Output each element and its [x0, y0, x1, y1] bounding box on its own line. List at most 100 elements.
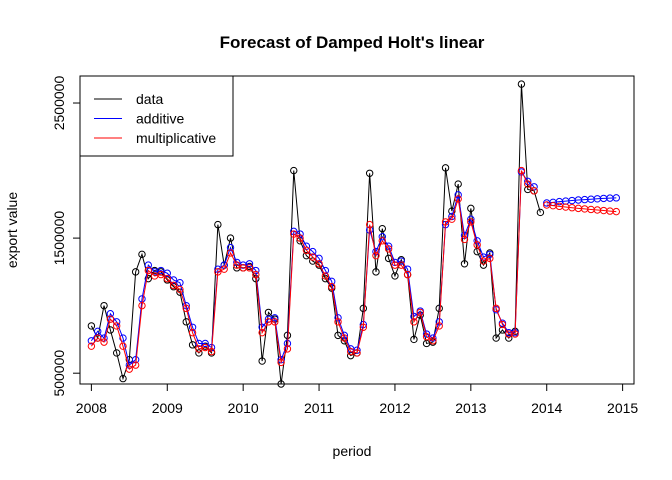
data-point-additive [397, 257, 405, 265]
y-tick-label: 1500000 [51, 211, 67, 266]
data-point-multiplicative [233, 261, 241, 269]
x-axis-label: period [333, 443, 372, 459]
data-point-multiplicative [365, 220, 374, 229]
data-point-multiplicative [410, 318, 418, 326]
data-point-data [448, 207, 456, 215]
data-point-data [144, 274, 153, 283]
data-point-data [258, 357, 266, 365]
x-tick-label: 2009 [152, 400, 183, 416]
data-point-data [112, 349, 121, 357]
data-point-multiplicative [435, 322, 443, 330]
chart-title: Forecast of Damped Holt's linear [220, 33, 485, 52]
data-point-multiplicative [429, 337, 437, 345]
data-point-additive [226, 243, 235, 252]
data-point-multiplicative [100, 338, 108, 346]
data-point-data [100, 301, 108, 310]
data-point-multiplicative [220, 265, 228, 273]
data-point-data [138, 250, 146, 259]
data-point-data [460, 260, 469, 268]
data-point-additive [188, 323, 197, 331]
data-point-multiplicative [372, 251, 380, 260]
data-point-data [441, 164, 450, 172]
data-point-multiplicative [328, 283, 336, 291]
data-point-data [378, 224, 386, 233]
data-point-data [410, 335, 418, 344]
data-point-multiplicative [479, 257, 488, 265]
data-point-multiplicative [302, 246, 311, 254]
data-point-multiplicative [176, 285, 184, 294]
data-point-additive [144, 261, 153, 269]
forecast-point-multiplicative [612, 207, 620, 216]
data-point-multiplicative [359, 323, 368, 331]
data-point-data [517, 80, 526, 88]
data-point-multiplicative [397, 261, 405, 269]
data-point-multiplicative [384, 245, 393, 253]
data-point-multiplicative [486, 254, 494, 263]
data-point-multiplicative [511, 330, 519, 338]
data-point-additive [157, 266, 165, 275]
data-point-data [372, 268, 380, 276]
data-point-data [290, 166, 298, 175]
data-point-multiplicative [416, 308, 424, 317]
series-additive [87, 168, 538, 369]
data-point-data [391, 272, 399, 280]
data-point-multiplicative [277, 358, 285, 367]
series-layer [87, 80, 545, 388]
data-point-multiplicative [454, 195, 462, 203]
data-point-data [536, 208, 545, 217]
data-point-multiplicative [460, 235, 469, 244]
data-point-data [119, 374, 127, 383]
legend-label-additive: additive [136, 111, 184, 127]
y-axis-label: export value [4, 192, 20, 268]
legend-label-data: data [136, 91, 163, 107]
data-point-multiplicative [207, 347, 216, 356]
x-tick-label: 2011 [304, 400, 334, 416]
data-point-additive [106, 310, 115, 318]
data-point-multiplicative [188, 328, 197, 337]
data-point-multiplicative [252, 270, 260, 279]
forecast-layer [543, 194, 620, 216]
data-point-data [365, 169, 374, 177]
x-tick-label: 2010 [228, 400, 259, 416]
data-point-multiplicative [131, 361, 140, 369]
data-point-multiplicative [157, 270, 165, 279]
data-point-data [454, 180, 462, 188]
data-point-additive [201, 339, 209, 348]
series-multiplicative [87, 166, 538, 373]
data-point-multiplicative [169, 281, 178, 290]
data-point-data [467, 204, 475, 213]
data-point-additive [378, 233, 386, 241]
data-point-multiplicative [258, 328, 266, 337]
data-point-data [214, 220, 222, 229]
data-point-multiplicative [334, 318, 342, 326]
data-point-multiplicative [321, 272, 330, 280]
data-point-data [277, 380, 285, 388]
data-point-multiplicative [163, 274, 171, 283]
y-tick-label: 2500000 [51, 76, 67, 131]
data-point-multiplicative [517, 166, 526, 175]
data-point-multiplicative [112, 322, 121, 330]
data-point-multiplicative [378, 237, 386, 245]
data-point-multiplicative [214, 268, 222, 276]
data-point-multiplicative [271, 318, 279, 326]
x-tick-label: 2008 [76, 400, 107, 416]
data-point-additive [271, 314, 279, 322]
data-point-multiplicative [106, 315, 115, 323]
forecast-additive [543, 194, 620, 207]
data-point-data [195, 349, 203, 357]
data-point-additive [454, 191, 462, 199]
data-point-additive [245, 260, 254, 268]
data-point-data [359, 304, 368, 313]
data-point-data [505, 334, 513, 342]
legend-entries: data additive multiplicative [94, 91, 216, 146]
forecast-point-additive [612, 194, 620, 202]
x-tick-label: 2013 [455, 400, 486, 416]
data-point-additive [486, 250, 494, 259]
data-point-multiplicative [144, 266, 153, 275]
data-point-multiplicative [283, 345, 292, 353]
data-point-additive [87, 337, 96, 345]
legend-label-multiplicative: multiplicative [136, 130, 216, 146]
data-point-multiplicative [182, 304, 190, 313]
data-point-multiplicative [309, 253, 317, 261]
